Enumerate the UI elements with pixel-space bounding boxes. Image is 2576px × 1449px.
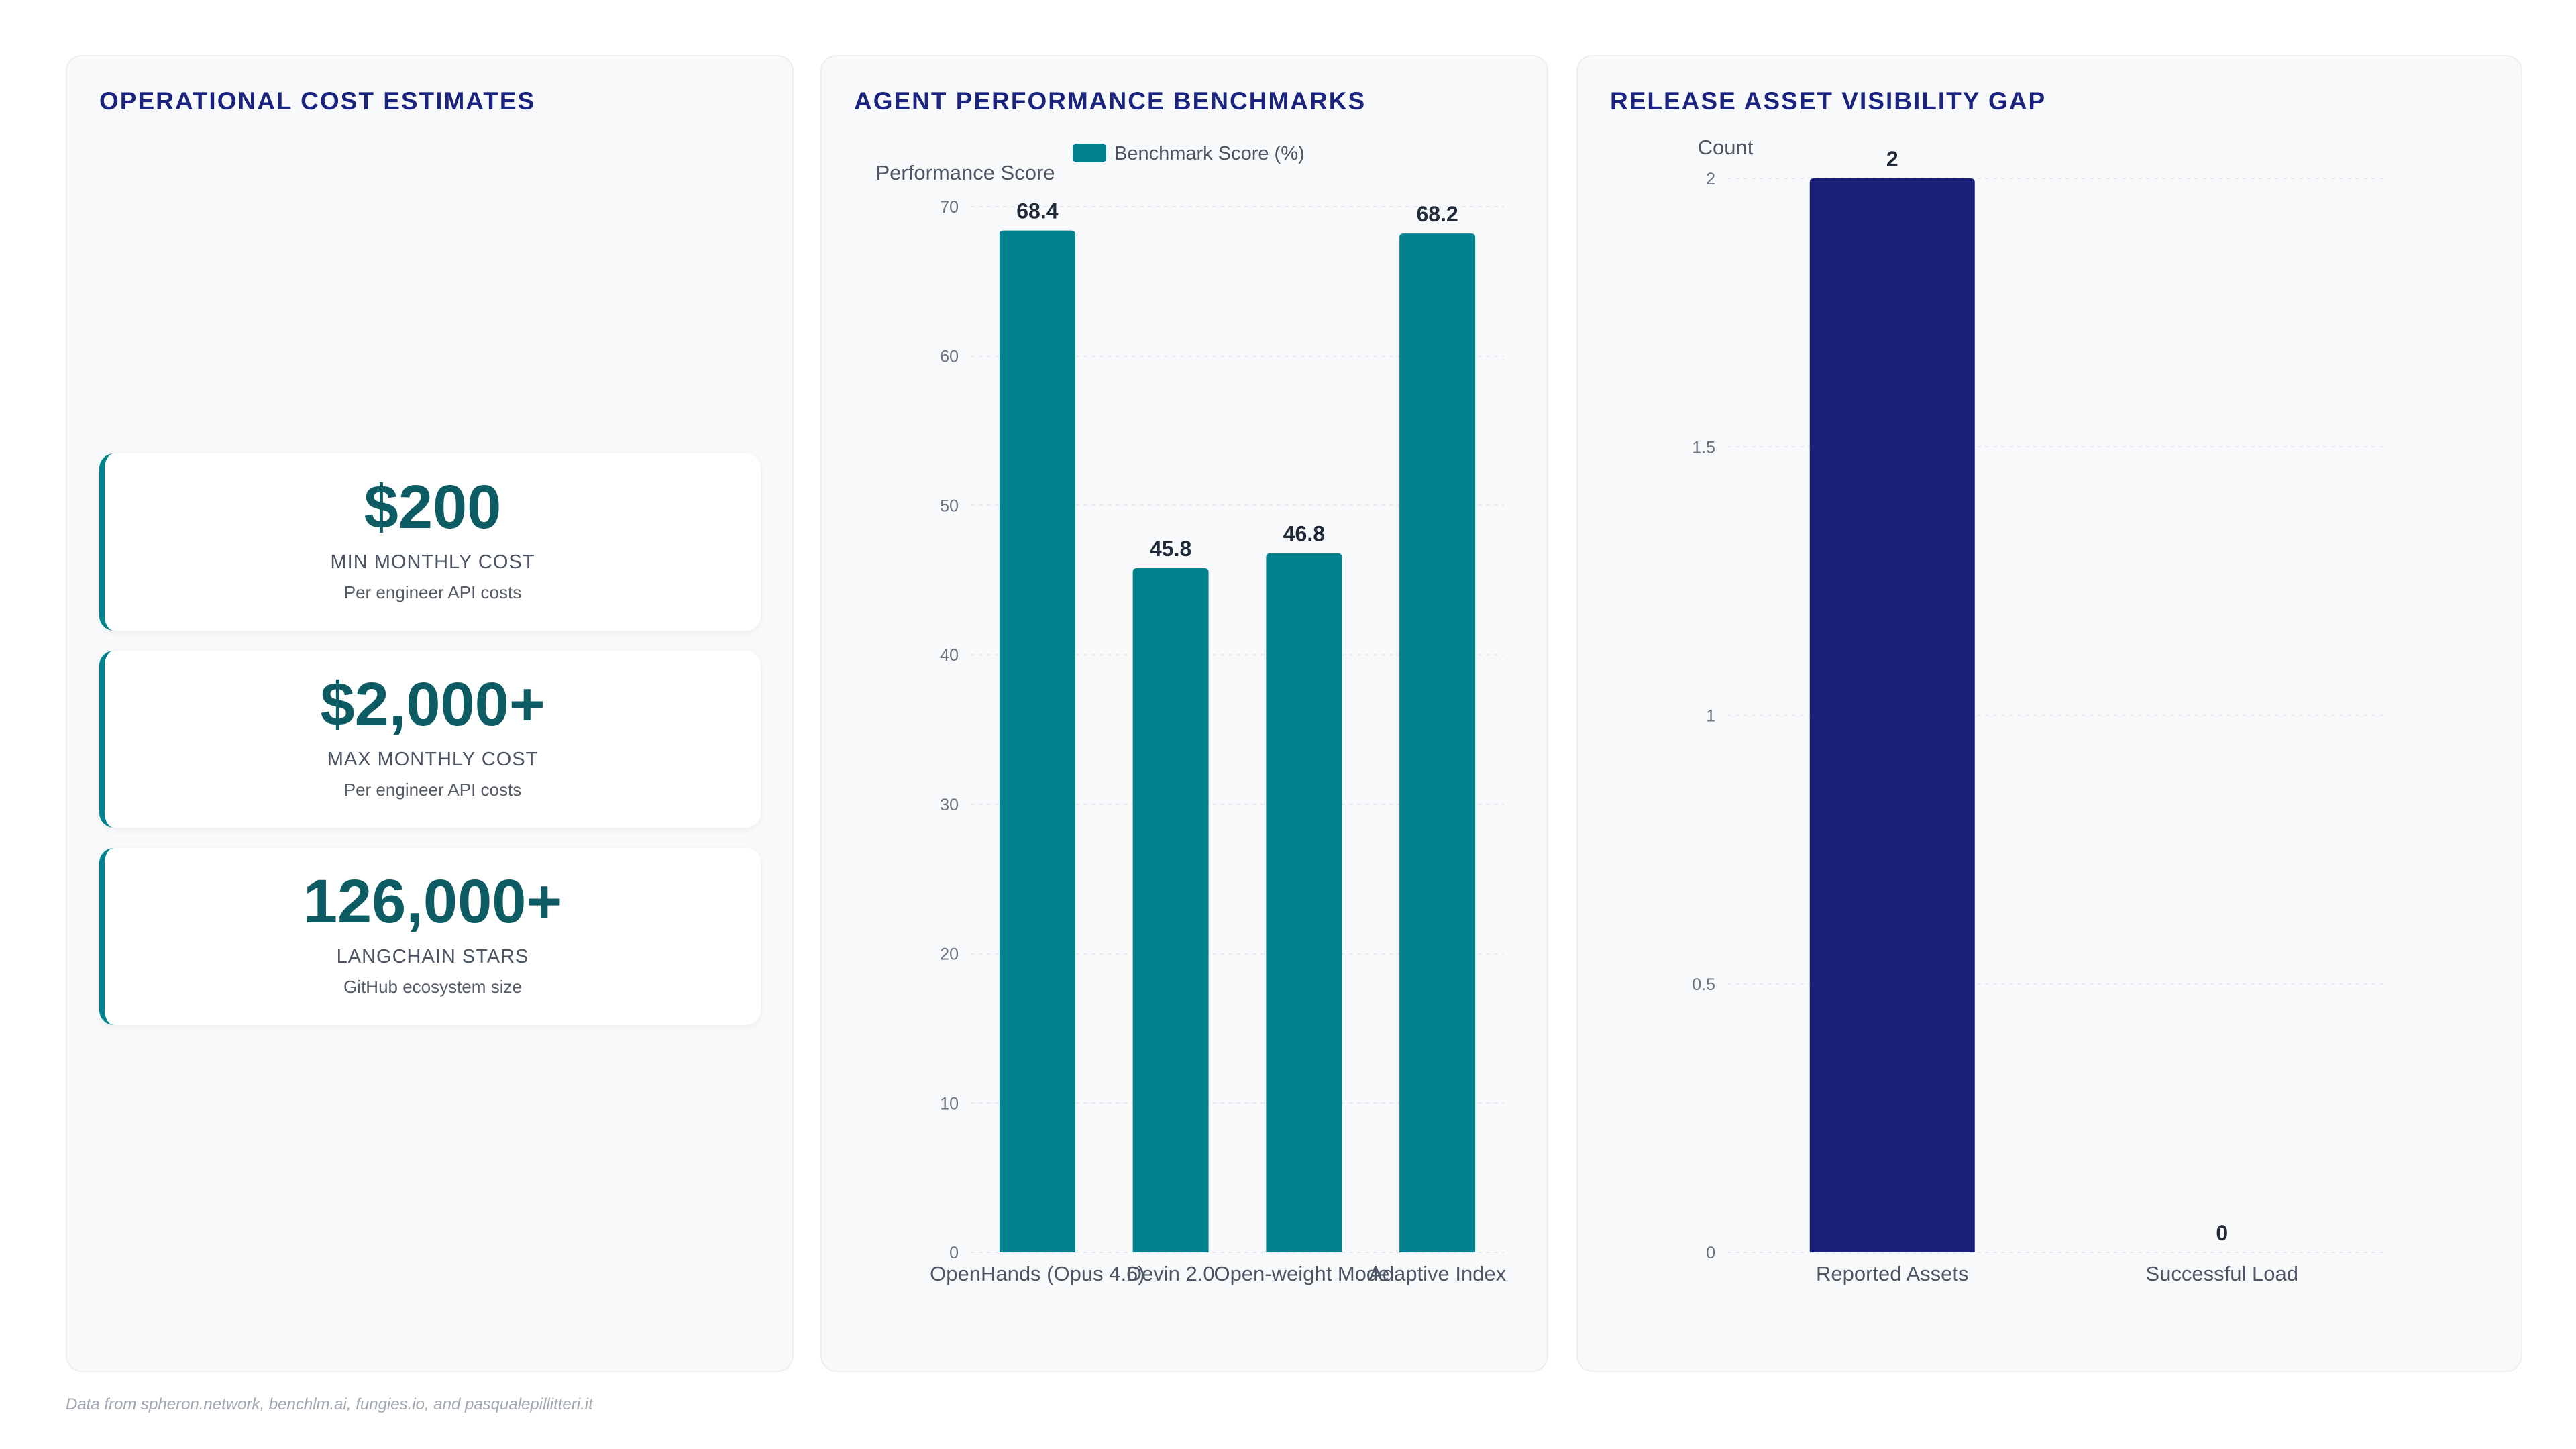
x-tick-label: Successful Load (2146, 1262, 2298, 1285)
stat-sub: Per engineer API costs (343, 780, 522, 800)
data-label: 2 (1886, 147, 1898, 171)
y-axis-label: Count (1698, 136, 1754, 159)
data-label: 45.8 (1150, 537, 1191, 561)
benchmark-panel-title: AGENT PERFORMANCE BENCHMARKS (854, 87, 1366, 115)
y-tick-label: 2 (1706, 170, 1715, 189)
y-tick-label: 60 (940, 347, 959, 366)
release-panel: RELEASE ASSET VISIBILITY GAP 0 0.5 1 1.5 2 Co… (1576, 55, 2522, 1372)
y-tick-label: 10 (940, 1094, 959, 1113)
y-tick-label: 0.5 (1692, 975, 1715, 994)
x-tick-label: Open-weight Model (1214, 1262, 1394, 1285)
bar (1266, 553, 1342, 1252)
y-tick-label: 50 (940, 496, 959, 515)
release-panel-title: RELEASE ASSET VISIBILITY GAP (1610, 87, 2047, 115)
y-tick-label: 70 (940, 198, 959, 217)
bar (1399, 233, 1476, 1252)
x-tick-label: OpenHands (Opus 4.6) (930, 1262, 1145, 1285)
benchmark-chart: 0 10 20 30 40 50 60 70 Performance Score Benchmar… (875, 143, 1507, 1285)
stat-sub: Per engineer API costs (343, 582, 522, 602)
benchmark-panel: AGENT PERFORMANCE BENCHMARKS 0 10 20 30 40 50… (820, 55, 1548, 1372)
legend-label: Benchmark Score (%) (1114, 143, 1305, 164)
x-tick-label: Devin 2.0 (1127, 1262, 1215, 1285)
y-axis-label: Performance Score (875, 161, 1055, 184)
data-label: 68.4 (1016, 199, 1058, 223)
legend-swatch (1073, 144, 1106, 162)
bar (1809, 178, 1975, 1252)
y-tick-label: 1.5 (1692, 438, 1715, 457)
stat-label: MAX MONTHLY COST (327, 749, 539, 770)
y-tick-label: 20 (940, 945, 959, 964)
bar (1132, 568, 1209, 1252)
stat-card-min-cost: $200 MIN MONTHLY COST Per engineer API c… (99, 453, 761, 631)
data-label: 46.8 (1283, 522, 1325, 546)
x-tick-label: Adaptive Index (1368, 1262, 1507, 1285)
stat-sub: GitHub ecosystem size (343, 977, 522, 997)
bar (999, 230, 1075, 1252)
data-label: 68.2 (1416, 202, 1458, 226)
x-tick-label: Reported Assets (1816, 1262, 1968, 1285)
stat-card-max-cost: $2,000+ MAX MONTHLY COST Per engineer AP… (99, 651, 761, 828)
y-tick-label: 0 (1706, 1244, 1715, 1263)
y-tick-label: 40 (940, 646, 959, 665)
y-tick-label: 1 (1706, 707, 1715, 726)
stat-value: 126,000+ (303, 867, 563, 936)
stat-label: MIN MONTHLY COST (330, 551, 535, 573)
stat-card-langchain-stars: 126,000+ LANGCHAIN STARS GitHub ecosyste… (99, 848, 761, 1025)
cost-panel-title: OPERATIONAL COST ESTIMATES (99, 87, 536, 115)
source-footnote: Data from spheron.network, benchlm.ai, f… (66, 1395, 593, 1413)
stat-label: LANGCHAIN STARS (336, 946, 529, 967)
stat-value: $2,000+ (320, 670, 545, 739)
data-label: 0 (2216, 1221, 2228, 1245)
cost-panel: OPERATIONAL COST ESTIMATES $200 MIN MONT… (66, 55, 794, 1372)
stat-value: $200 (364, 473, 502, 541)
y-tick-label: 0 (949, 1244, 959, 1263)
release-chart: 0 0.5 1 1.5 2 Count 2 Reported Assets 0 Successfu… (1692, 136, 2387, 1285)
y-tick-label: 30 (940, 796, 959, 814)
